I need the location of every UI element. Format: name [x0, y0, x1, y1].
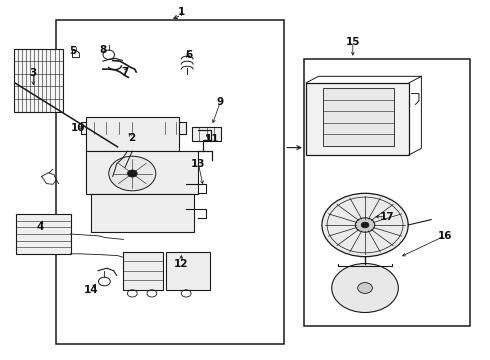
- Bar: [86, 117, 179, 151]
- Circle shape: [332, 264, 398, 312]
- Text: 2: 2: [128, 132, 135, 143]
- Text: 9: 9: [217, 96, 224, 107]
- Text: 6: 6: [185, 50, 192, 60]
- Bar: [192, 127, 221, 141]
- Text: 13: 13: [191, 159, 206, 169]
- Bar: [304, 59, 470, 326]
- Text: 10: 10: [71, 123, 86, 133]
- Text: 14: 14: [83, 285, 98, 295]
- Text: 12: 12: [174, 258, 189, 269]
- Bar: [56, 20, 284, 344]
- Circle shape: [361, 222, 369, 228]
- Text: 1: 1: [178, 6, 185, 17]
- Circle shape: [358, 283, 372, 293]
- Bar: [14, 49, 63, 112]
- Circle shape: [355, 218, 375, 232]
- Text: 11: 11: [204, 134, 219, 144]
- Bar: [306, 83, 409, 155]
- Bar: [91, 194, 194, 232]
- Text: 16: 16: [438, 231, 452, 241]
- Text: 15: 15: [345, 37, 360, 48]
- Circle shape: [127, 170, 137, 177]
- Text: 5: 5: [69, 46, 76, 56]
- Text: 8: 8: [99, 45, 106, 55]
- Circle shape: [322, 193, 408, 257]
- Bar: [323, 88, 394, 146]
- Text: 17: 17: [380, 212, 394, 222]
- Text: 7: 7: [121, 67, 129, 77]
- Text: 3: 3: [30, 68, 37, 78]
- Bar: [81, 122, 145, 134]
- Text: 4: 4: [36, 222, 44, 232]
- Bar: [166, 252, 210, 290]
- Bar: [86, 151, 198, 194]
- Bar: [123, 252, 163, 290]
- Bar: [154, 122, 186, 134]
- Bar: [16, 214, 71, 254]
- Circle shape: [109, 156, 156, 191]
